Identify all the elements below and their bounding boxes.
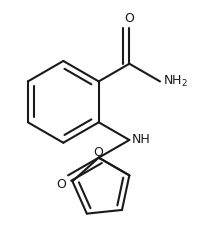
Text: NH$_2$: NH$_2$	[163, 74, 188, 89]
Text: O: O	[93, 146, 103, 159]
Text: O: O	[124, 12, 134, 25]
Text: NH: NH	[132, 134, 150, 146]
Text: O: O	[56, 178, 66, 190]
